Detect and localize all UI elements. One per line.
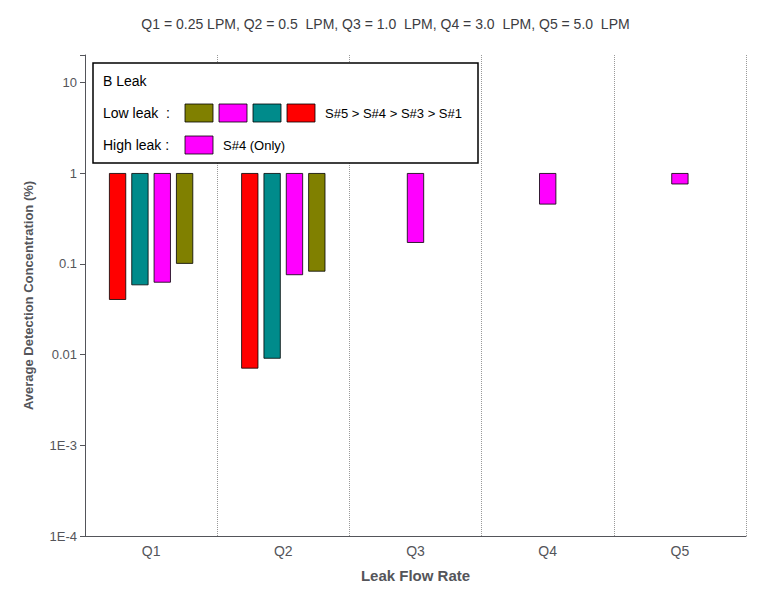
svg-text:1E-4: 1E-4 (50, 529, 77, 544)
svg-text:1E-3: 1E-3 (50, 438, 77, 453)
svg-text:Q5: Q5 (671, 543, 690, 559)
svg-text:Q2: Q2 (274, 543, 293, 559)
svg-text:0.01: 0.01 (52, 347, 77, 362)
svg-text:Q1: Q1 (142, 543, 161, 559)
svg-text:Average Detection Concentratio: Average Detection Concentration (%) (21, 181, 36, 410)
svg-text:Q3: Q3 (406, 543, 425, 559)
svg-text:1: 1 (70, 166, 77, 181)
svg-text:Q4: Q4 (538, 543, 557, 559)
svg-text:Low leak :: Low leak : (103, 105, 170, 121)
svg-text:10: 10 (63, 75, 77, 90)
svg-text:Q1 = 0.25 LPM, Q2 = 0.5 LPM,: Q1 = 0.25 LPM, Q2 = 0.5 LPM, Q3 = 1.0 LP… (141, 16, 629, 32)
svg-text:Leak Flow Rate: Leak Flow Rate (361, 567, 470, 584)
svg-text:S#4 (Only): S#4 (Only) (223, 138, 285, 153)
svg-text:0.1: 0.1 (59, 256, 77, 271)
svg-text:S#5 > S#4 > S#3 > S#1: S#5 > S#4 > S#3 > S#1 (325, 106, 462, 121)
svg-text:High leak :: High leak : (103, 137, 169, 153)
svg-text:B Leak: B Leak (103, 73, 148, 89)
